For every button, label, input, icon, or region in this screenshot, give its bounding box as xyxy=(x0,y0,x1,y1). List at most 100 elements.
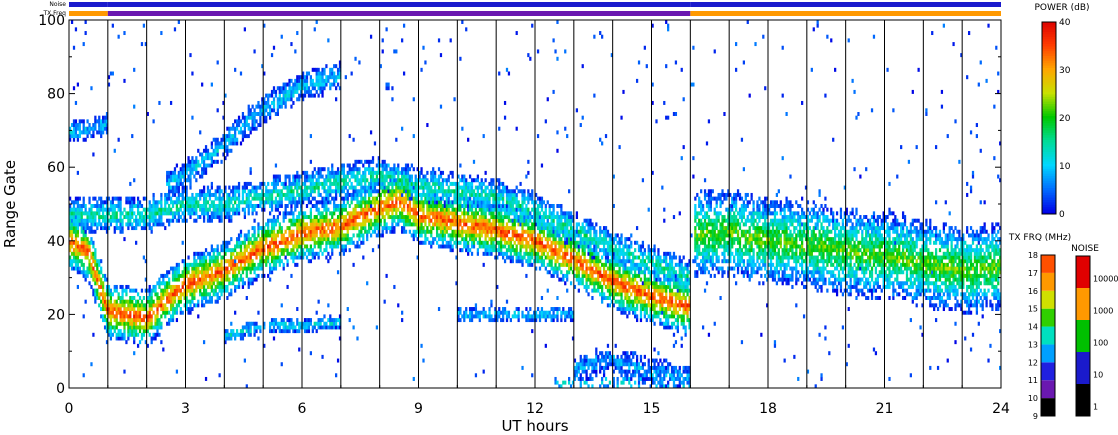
heatmap-cell xyxy=(412,204,415,208)
heatmap-cell xyxy=(142,332,146,337)
heatmap-cell xyxy=(235,255,239,260)
heatmap-cell xyxy=(226,211,229,216)
heatmap-cell xyxy=(480,226,483,231)
heatmap-cell xyxy=(278,240,281,245)
heatmap-cell xyxy=(449,226,452,231)
heatmap-cell xyxy=(268,189,272,194)
heatmap-cell xyxy=(135,329,138,334)
heatmap-cell xyxy=(177,277,180,282)
heatmap-cell xyxy=(523,211,526,216)
heatmap-cell xyxy=(168,310,171,315)
heatmap-cell xyxy=(253,277,256,282)
heatmap-cell xyxy=(107,292,111,297)
heatmap-cell xyxy=(470,215,474,220)
heatmap-cell xyxy=(327,185,330,190)
heatmap-cell xyxy=(309,233,313,238)
heatmap-cell xyxy=(389,207,392,212)
heatmap-cell xyxy=(168,204,171,208)
heatmap-cell xyxy=(82,233,85,238)
heatmap-cell xyxy=(490,211,493,216)
heatmap-cell xyxy=(377,156,380,161)
heatmap-cell xyxy=(377,181,380,186)
heatmap-cell xyxy=(270,237,274,242)
heatmap-cell xyxy=(125,284,128,289)
heatmap-cell xyxy=(278,200,281,205)
heatmap-cell xyxy=(123,307,126,312)
heatmap-cell xyxy=(476,189,479,194)
heatmap-cell xyxy=(527,314,530,319)
heatmap-cell xyxy=(214,284,217,289)
heatmap-cell xyxy=(191,196,194,201)
heatmap-cell xyxy=(131,325,134,330)
heatmap-cell xyxy=(257,100,260,105)
heatmap-cell xyxy=(232,134,235,139)
heatmap-cell xyxy=(309,259,313,264)
heatmap-cell xyxy=(224,270,227,275)
heatmap-cell xyxy=(249,181,252,186)
heatmap-cell xyxy=(364,200,367,205)
heatmap-cell xyxy=(364,226,367,231)
heatmap-cell xyxy=(360,174,363,179)
heatmap-cell xyxy=(391,167,394,172)
heatmap-cell xyxy=(336,215,340,220)
heatmap-cell xyxy=(195,163,198,168)
heatmap-cell xyxy=(189,288,192,293)
heatmap-cell xyxy=(249,130,252,135)
heatmap-cell xyxy=(272,174,276,179)
heatmap-cell xyxy=(302,226,305,231)
heatmap-cell xyxy=(420,167,423,172)
heatmap-cell xyxy=(154,200,157,205)
heatmap-cell xyxy=(129,215,132,220)
heatmap-cell xyxy=(173,307,177,312)
heatmap-cell xyxy=(375,189,379,194)
heatmap-cell xyxy=(521,310,524,315)
heatmap-cell xyxy=(241,192,245,197)
heatmap-cell xyxy=(201,82,204,87)
heatmap-cell xyxy=(169,292,173,297)
heatmap-cell xyxy=(127,307,130,312)
heatmap-cell xyxy=(94,196,97,201)
heatmap-cell xyxy=(321,229,324,234)
heatmap-cell xyxy=(216,159,219,164)
heatmap-cell xyxy=(468,226,472,231)
heatmap-cell xyxy=(358,222,361,227)
heatmap-cell xyxy=(393,189,396,194)
heatmap-cell xyxy=(515,314,518,319)
heatmap-cell xyxy=(317,67,320,72)
heatmap-cell xyxy=(494,255,497,260)
heatmap-cell xyxy=(115,211,118,216)
heatmap-cell xyxy=(168,321,171,326)
heatmap-cell xyxy=(412,200,415,205)
heatmap-cell xyxy=(391,86,394,91)
heatmap-cell xyxy=(501,200,505,205)
heatmap-cell xyxy=(193,167,196,172)
heatmap-cell xyxy=(267,112,270,116)
heatmap-cell xyxy=(521,211,524,216)
heatmap-cell xyxy=(470,185,474,190)
heatmap-cell xyxy=(140,303,144,308)
heatmap-cell xyxy=(465,185,468,190)
heatmap-cell xyxy=(220,277,223,282)
heatmap-cell xyxy=(371,248,375,253)
heatmap-cell xyxy=(212,281,215,286)
heatmap-cell xyxy=(237,192,241,197)
heatmap-cell xyxy=(136,343,140,348)
heatmap-cell xyxy=(468,204,472,208)
heatmap-cell xyxy=(418,218,421,223)
heatmap-cell xyxy=(245,181,248,186)
heatmap-cell xyxy=(335,78,338,83)
heatmap-cell xyxy=(290,237,293,242)
heatmap-cell xyxy=(282,325,285,330)
heatmap-cell xyxy=(204,296,208,300)
heatmap-cell xyxy=(169,266,173,271)
heatmap-cell xyxy=(113,204,116,208)
heatmap-cell xyxy=(335,321,338,326)
heatmap-cell xyxy=(189,307,192,312)
heatmap-cell xyxy=(230,336,233,341)
heatmap-cell xyxy=(290,273,293,278)
heatmap-cell xyxy=(286,174,289,179)
heatmap-cell xyxy=(274,329,278,334)
heatmap-cell xyxy=(511,211,514,216)
heatmap-cell xyxy=(482,314,485,319)
heatmap-cell xyxy=(313,218,316,223)
